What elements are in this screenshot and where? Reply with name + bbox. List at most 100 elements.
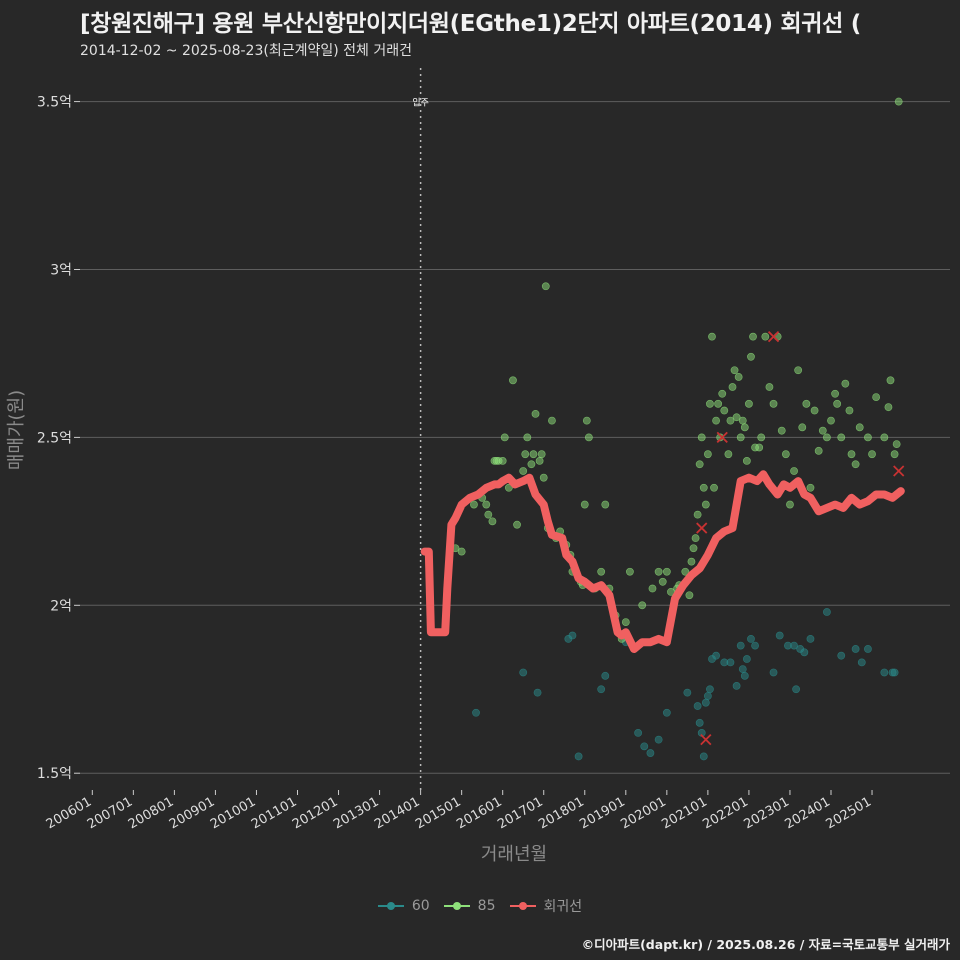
data-point-60 (597, 685, 606, 694)
data-point-85 (714, 399, 723, 408)
data-point-85 (648, 584, 657, 593)
x-tick-label: 202201 (700, 794, 750, 832)
legend-label-regression: 회귀선 (543, 899, 583, 915)
data-point-85 (786, 500, 794, 509)
data-point-85 (742, 457, 751, 465)
data-point-85 (872, 393, 881, 401)
data-point-85 (798, 423, 807, 432)
data-point-85 (827, 416, 835, 425)
x-axis-ticks: 2006012007012008012009012010012011012012… (44, 790, 874, 832)
gridlines (80, 101, 950, 774)
data-point-60 (742, 655, 751, 663)
legend-item-85: 85 (443, 896, 496, 916)
data-point-60 (880, 668, 889, 677)
series-60-points (472, 608, 899, 761)
legend-label-60: 60 (411, 898, 430, 914)
data-point-60 (736, 641, 745, 650)
data-point-60 (533, 688, 542, 697)
data-point-85 (695, 460, 704, 469)
data-point-85 (864, 433, 872, 442)
data-point-85 (892, 440, 901, 449)
data-point-85 (687, 557, 696, 566)
data-point-85 (755, 443, 764, 452)
x-tick-label: 200901 (167, 794, 217, 832)
data-point-85 (701, 500, 710, 509)
data-point-85 (457, 547, 466, 556)
data-point-60 (601, 671, 610, 680)
data-point-85 (847, 450, 856, 459)
cancelled-markers (696, 331, 905, 746)
data-point-85 (769, 399, 778, 408)
data-point-60 (693, 702, 702, 710)
data-point-85 (541, 282, 550, 291)
cancelled-marker (767, 331, 780, 343)
data-point-85 (833, 399, 842, 408)
data-point-60 (701, 698, 710, 707)
data-point-60 (857, 658, 866, 667)
data-point-60 (890, 668, 899, 677)
x-tick-label: 202501 (824, 794, 874, 832)
data-point-85 (738, 416, 747, 425)
data-point-85 (697, 433, 706, 442)
data-point-60 (472, 708, 480, 717)
data-point-60 (751, 641, 759, 650)
chart-legend: 60 85 회귀선 (0, 896, 960, 916)
data-point-85 (539, 473, 548, 482)
data-point-85 (580, 500, 589, 509)
data-point-85 (745, 399, 753, 408)
data-point-85 (708, 332, 716, 341)
data-point-85 (806, 483, 815, 492)
move-in-label: 입주 (412, 97, 429, 109)
series-85-points (451, 97, 903, 643)
data-point-85 (732, 413, 741, 422)
x-tick-label: 202301 (741, 794, 791, 832)
data-point-85 (845, 406, 854, 415)
data-point-85 (658, 577, 667, 586)
data-point-85 (747, 352, 755, 361)
data-point-60 (662, 708, 671, 717)
data-point-85 (868, 450, 876, 459)
data-point-85 (626, 567, 634, 576)
data-point-85 (519, 467, 528, 475)
data-point-85 (841, 379, 850, 388)
data-point-60 (703, 692, 712, 700)
data-point-85 (855, 423, 864, 432)
legend-key-85 (443, 899, 470, 913)
data-point-60 (837, 651, 846, 660)
y-tick-label: 3.5억 (37, 95, 72, 111)
data-point-60 (769, 668, 778, 677)
regression-line (420, 470, 905, 653)
data-point-60 (864, 645, 872, 653)
data-point-60 (706, 685, 714, 694)
data-point-85 (582, 416, 591, 425)
cancelled-marker (716, 431, 728, 444)
legend-key-regression (509, 899, 536, 913)
x-tick-label: 201501 (413, 794, 463, 832)
data-point-85 (726, 416, 735, 425)
data-point-85 (716, 433, 725, 442)
x-tick-label: 201101 (249, 794, 299, 832)
x-axis-label: 거래년월 (481, 844, 547, 865)
cancelled-marker (893, 465, 905, 477)
data-point-85 (851, 460, 860, 469)
data-point-85 (662, 567, 671, 576)
data-point-60 (775, 631, 784, 640)
data-point-85 (531, 409, 540, 418)
data-point-85 (730, 366, 739, 375)
data-point-85 (584, 433, 593, 442)
data-point-60 (574, 752, 583, 761)
y-tick-label: 2억 (50, 598, 72, 614)
y-tick-label: 2.5억 (37, 430, 72, 446)
data-point-85 (880, 433, 889, 442)
x-tick-label: 201701 (495, 794, 545, 832)
data-point-85 (720, 406, 729, 415)
data-point-85 (703, 450, 712, 459)
data-point-85 (734, 373, 743, 381)
data-point-85 (597, 567, 606, 576)
regression-path (420, 470, 905, 653)
data-point-60 (699, 752, 708, 761)
source-caption: ©디아파트(dapt.kr) / 2025.08.26 / 자료=국토교통부 실… (581, 937, 950, 952)
data-point-85 (699, 483, 708, 492)
data-point-85 (488, 517, 497, 526)
data-point-85 (521, 450, 530, 459)
